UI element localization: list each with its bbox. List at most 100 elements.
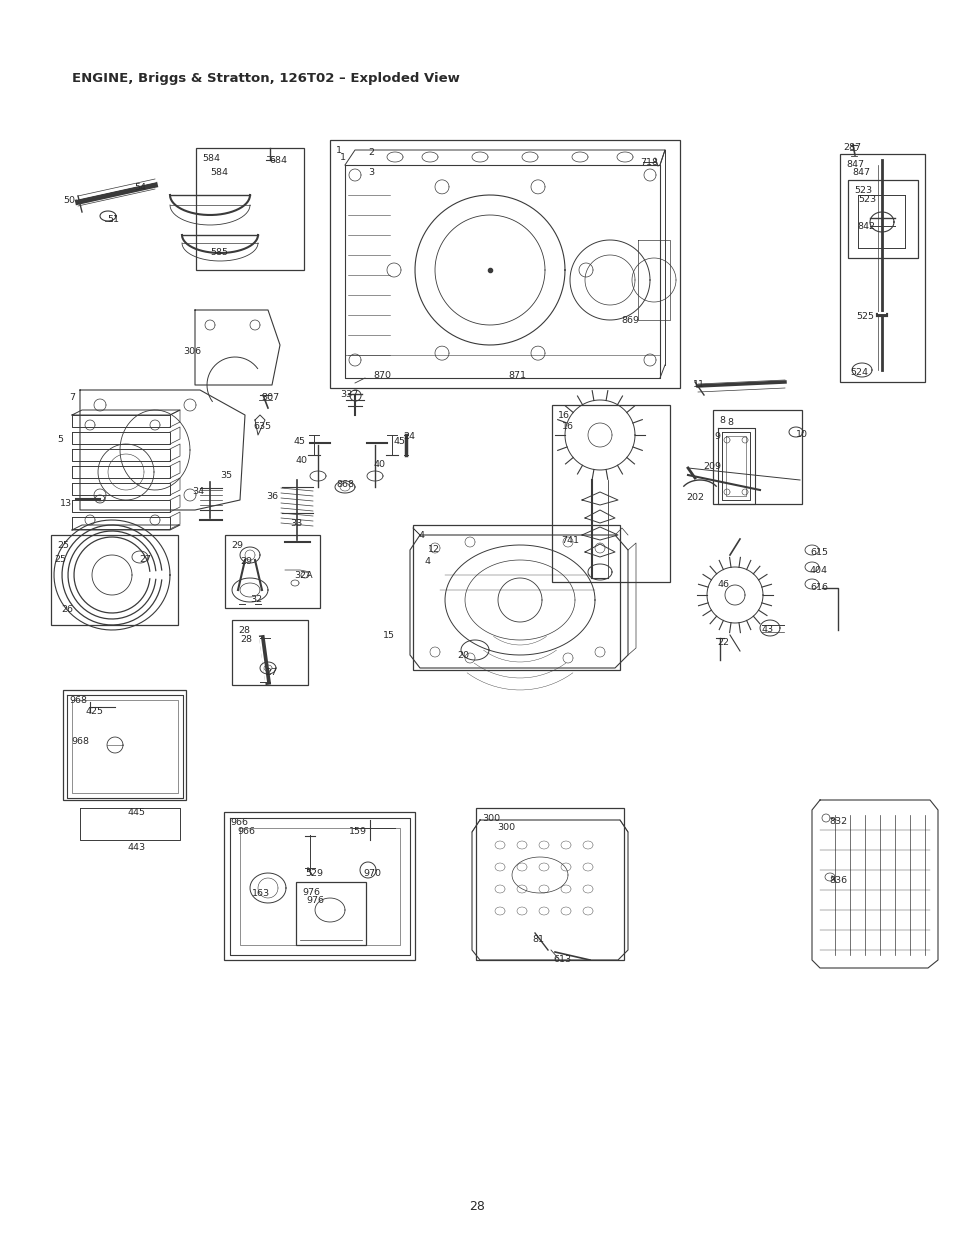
Text: 616: 616 (809, 583, 827, 592)
Text: 524: 524 (849, 368, 867, 377)
Bar (232, 620, 308, 685)
Text: 832: 832 (828, 818, 846, 826)
Bar (224, 811, 415, 960)
Text: 868: 868 (335, 480, 354, 489)
Text: 404: 404 (809, 566, 827, 576)
Text: 529: 529 (305, 869, 323, 878)
Text: 968: 968 (71, 737, 89, 746)
Text: 3: 3 (368, 168, 374, 177)
Bar (330, 140, 679, 388)
Bar (63, 690, 186, 800)
Text: 20: 20 (456, 651, 469, 659)
Text: 51: 51 (107, 215, 119, 224)
Text: 836: 836 (828, 876, 846, 885)
Text: 54: 54 (133, 183, 146, 191)
Text: 26: 26 (61, 605, 73, 614)
Text: 684: 684 (269, 156, 287, 165)
Text: 8: 8 (726, 417, 732, 427)
Bar (225, 535, 319, 608)
Text: 966: 966 (236, 827, 254, 836)
Bar (51, 535, 178, 625)
Text: 40: 40 (374, 459, 386, 469)
Text: 40: 40 (295, 456, 308, 466)
Text: 7: 7 (69, 393, 75, 403)
Text: 24: 24 (402, 432, 415, 441)
Text: 307: 307 (261, 393, 279, 403)
Text: 27: 27 (265, 668, 276, 677)
Text: 842: 842 (856, 222, 874, 231)
Text: 12: 12 (428, 545, 439, 555)
Text: 29: 29 (231, 541, 243, 550)
Text: 43: 43 (761, 625, 773, 634)
Text: 871: 871 (507, 370, 525, 380)
Text: 970: 970 (363, 869, 380, 878)
Text: 584: 584 (210, 168, 228, 177)
Text: 16: 16 (561, 422, 574, 431)
Text: 635: 635 (253, 422, 271, 431)
Text: 28: 28 (237, 626, 250, 635)
Text: 45: 45 (394, 437, 406, 446)
Text: 523: 523 (853, 186, 871, 195)
Text: 584: 584 (202, 154, 220, 163)
Text: 425: 425 (86, 706, 104, 716)
Text: 32: 32 (250, 595, 262, 604)
Text: 15: 15 (382, 631, 395, 640)
Text: 869: 869 (620, 316, 639, 325)
Text: 209: 209 (702, 462, 720, 471)
Bar (712, 410, 801, 504)
Bar (413, 525, 619, 671)
Text: 613: 613 (553, 955, 571, 965)
Text: 50: 50 (63, 196, 75, 205)
Text: 976: 976 (302, 888, 319, 897)
Text: 81: 81 (532, 935, 543, 944)
Text: 4: 4 (424, 557, 431, 566)
Text: 847: 847 (845, 161, 863, 169)
Bar (552, 405, 669, 582)
Text: 33: 33 (290, 519, 302, 529)
Text: 306: 306 (183, 347, 201, 356)
Text: 35: 35 (219, 471, 232, 480)
Text: 11: 11 (692, 380, 704, 389)
Text: 10: 10 (795, 430, 807, 438)
Text: 45: 45 (294, 437, 306, 446)
Text: 300: 300 (481, 814, 499, 823)
Text: 718: 718 (639, 158, 658, 167)
Text: 615: 615 (809, 548, 827, 557)
Bar (195, 148, 304, 270)
Text: 445: 445 (128, 808, 146, 818)
Text: 5: 5 (57, 435, 63, 445)
Text: 1: 1 (335, 146, 341, 156)
Text: 159: 159 (349, 827, 367, 836)
Text: 32A: 32A (294, 571, 313, 580)
Text: 28: 28 (240, 635, 252, 643)
Bar (840, 154, 924, 382)
Text: 870: 870 (373, 370, 391, 380)
Text: 8: 8 (719, 416, 724, 425)
Bar (847, 180, 917, 258)
Bar (476, 808, 623, 960)
Text: 25: 25 (54, 555, 66, 564)
Text: 966: 966 (230, 818, 248, 827)
Text: 36: 36 (266, 492, 277, 501)
Text: 287: 287 (842, 143, 861, 152)
Text: 34: 34 (192, 487, 204, 496)
Text: 163: 163 (252, 889, 270, 898)
Text: 202: 202 (685, 493, 703, 501)
Text: 4: 4 (418, 531, 424, 540)
Text: 976: 976 (306, 897, 324, 905)
Text: 337: 337 (339, 390, 358, 399)
Text: 29: 29 (240, 557, 252, 566)
Text: 585: 585 (210, 248, 228, 257)
Text: 525: 525 (855, 312, 873, 321)
Text: 9: 9 (713, 432, 720, 441)
Text: 16: 16 (558, 411, 569, 420)
Text: 25: 25 (57, 541, 69, 550)
Text: 13: 13 (60, 499, 71, 508)
Bar (295, 882, 366, 945)
Text: 46: 46 (718, 580, 729, 589)
Text: 1: 1 (339, 153, 346, 162)
Text: 443: 443 (128, 844, 146, 852)
Text: 741: 741 (560, 536, 578, 545)
Text: 968: 968 (69, 697, 87, 705)
Text: ENGINE, Briggs & Stratton, 126T02 – Exploded View: ENGINE, Briggs & Stratton, 126T02 – Expl… (71, 72, 459, 85)
